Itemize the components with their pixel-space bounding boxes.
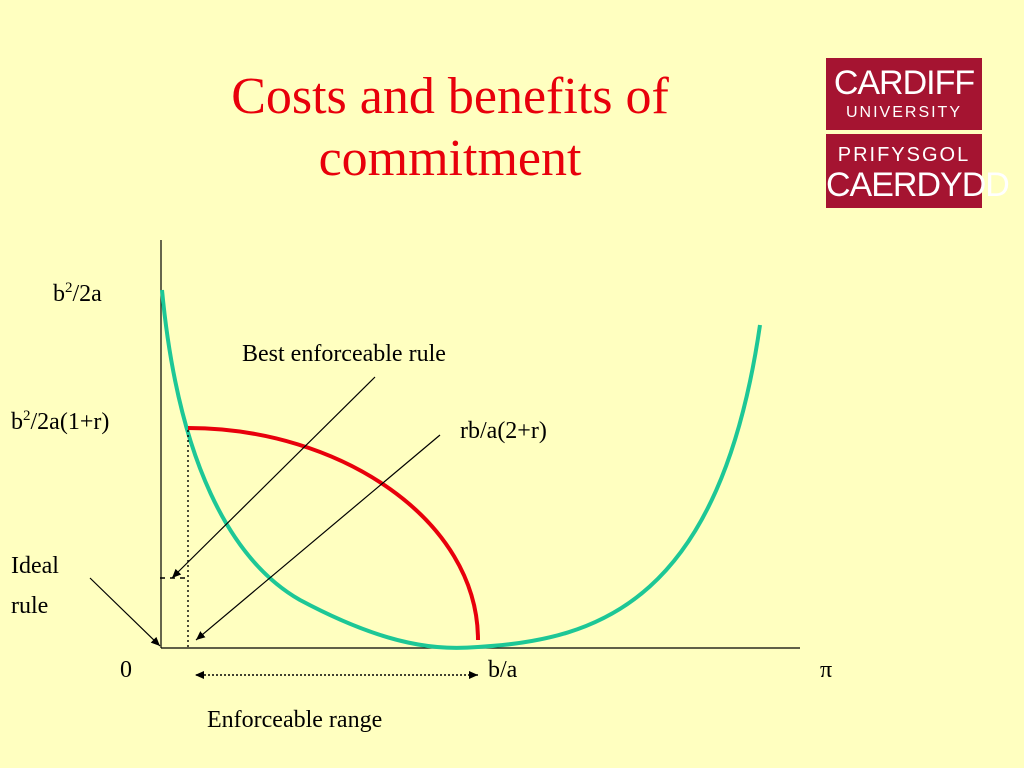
logo-line-2: UNIVERSITY <box>845 104 962 121</box>
title-line-2: commitment <box>318 130 582 187</box>
best-enforceable-rule-label: Best enforceable rule <box>242 341 446 367</box>
ideal-rule-line-2: rule <box>11 593 49 619</box>
enforceable-range-label: Enforceable range <box>207 707 383 733</box>
y-label-mid-rest: /2a(1+r) <box>30 409 110 435</box>
y-label-mid: b2/2a(1+r) <box>11 408 109 436</box>
x-mid-label: b/a <box>488 657 518 683</box>
best-rule-arrow <box>171 376 376 579</box>
y-label-top: b2/2a <box>53 280 102 308</box>
y-label-mid-base: b <box>11 409 23 435</box>
cardiff-university-logo: CARDIFF UNIVERSITY PRIFYSGOL CAERDYDD <box>826 58 1010 208</box>
origin-label: 0 <box>120 657 132 683</box>
logo-divider <box>826 130 982 134</box>
slide-title: Costs and benefits of commitment <box>150 66 750 190</box>
y-label-top-sup: 2 <box>65 280 73 296</box>
ideal-rule-line-1: Ideal <box>11 553 59 579</box>
x-axis-label: π <box>820 657 833 683</box>
cost-curve <box>160 289 762 650</box>
logo-line-4: CAERDYDD <box>826 166 1010 204</box>
y-label-top-rest: /2a <box>72 281 102 307</box>
ideal-rule-label: Ideal rule <box>11 552 59 620</box>
y-label-mid-sup: 2 <box>23 408 31 424</box>
y-label-top-base: b <box>53 281 65 307</box>
logo-line-1: CARDIFF <box>833 64 975 102</box>
benefit-curve <box>187 426 480 641</box>
ideal-rule-arrow <box>89 577 161 647</box>
logo-line-3: PRIFYSGOL <box>837 144 971 166</box>
title-line-1: Costs and benefits of <box>231 68 669 125</box>
rb-label: rb/a(2+r) <box>460 418 547 444</box>
rb-arrow <box>195 434 441 641</box>
